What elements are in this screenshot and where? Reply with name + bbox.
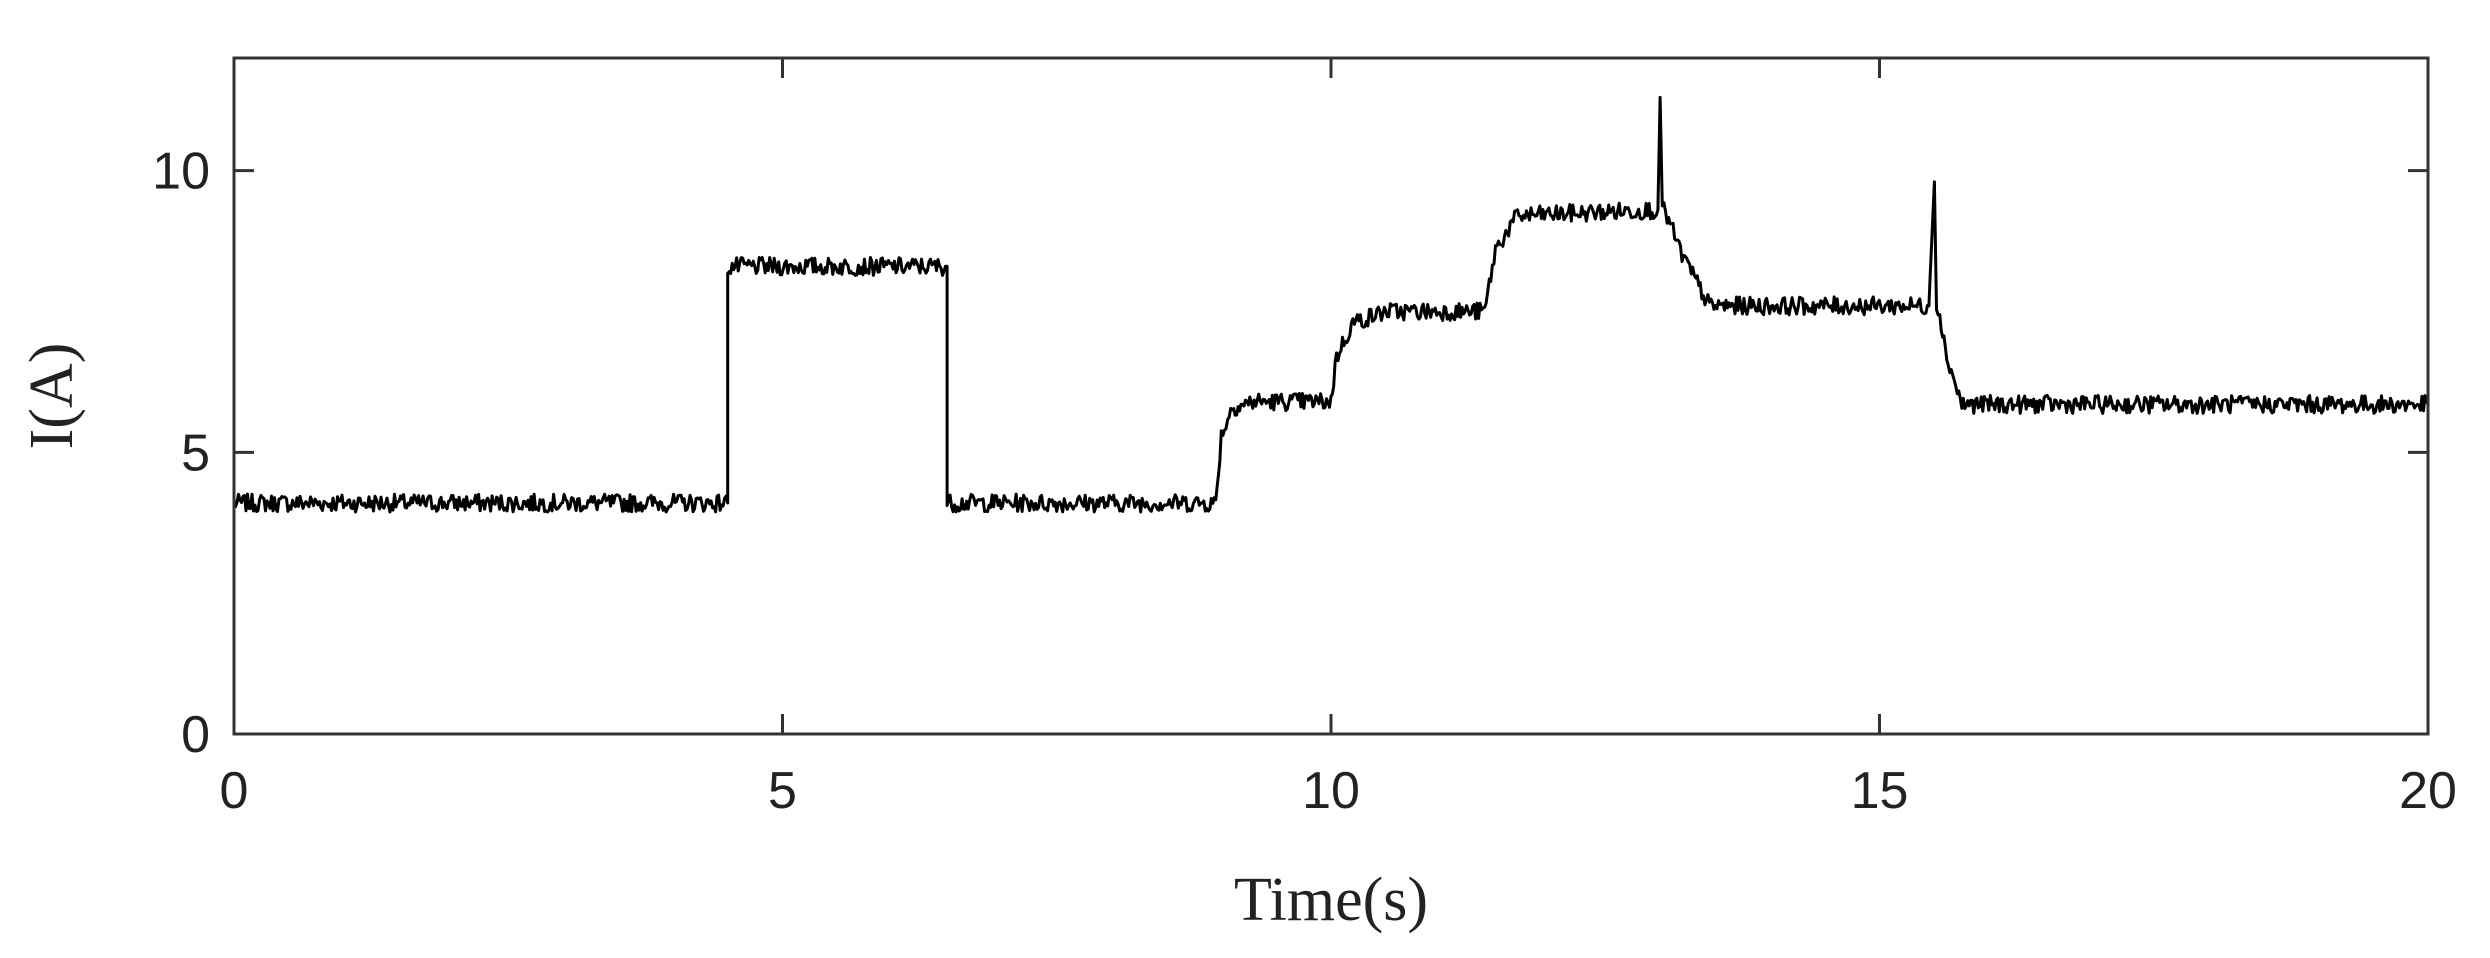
y-tick-label: 0 bbox=[181, 706, 210, 764]
y-tick-label: 10 bbox=[152, 143, 210, 201]
y-axis-label: I(A) bbox=[18, 343, 86, 450]
x-tick-label: 0 bbox=[220, 762, 249, 820]
x-tick-label: 10 bbox=[1302, 762, 1360, 820]
x-tick-label: 5 bbox=[768, 762, 797, 820]
x-tick-label: 20 bbox=[2399, 762, 2457, 820]
axes: 0 5 10 15 20 0 5 10 bbox=[152, 56, 2457, 820]
y-tick-label: 5 bbox=[181, 424, 210, 482]
series-line bbox=[232, 95, 2430, 514]
plot-area bbox=[232, 95, 2430, 514]
x-tick-label: 15 bbox=[1851, 762, 1909, 820]
x-axis-label: Time(s) bbox=[1234, 866, 1428, 934]
